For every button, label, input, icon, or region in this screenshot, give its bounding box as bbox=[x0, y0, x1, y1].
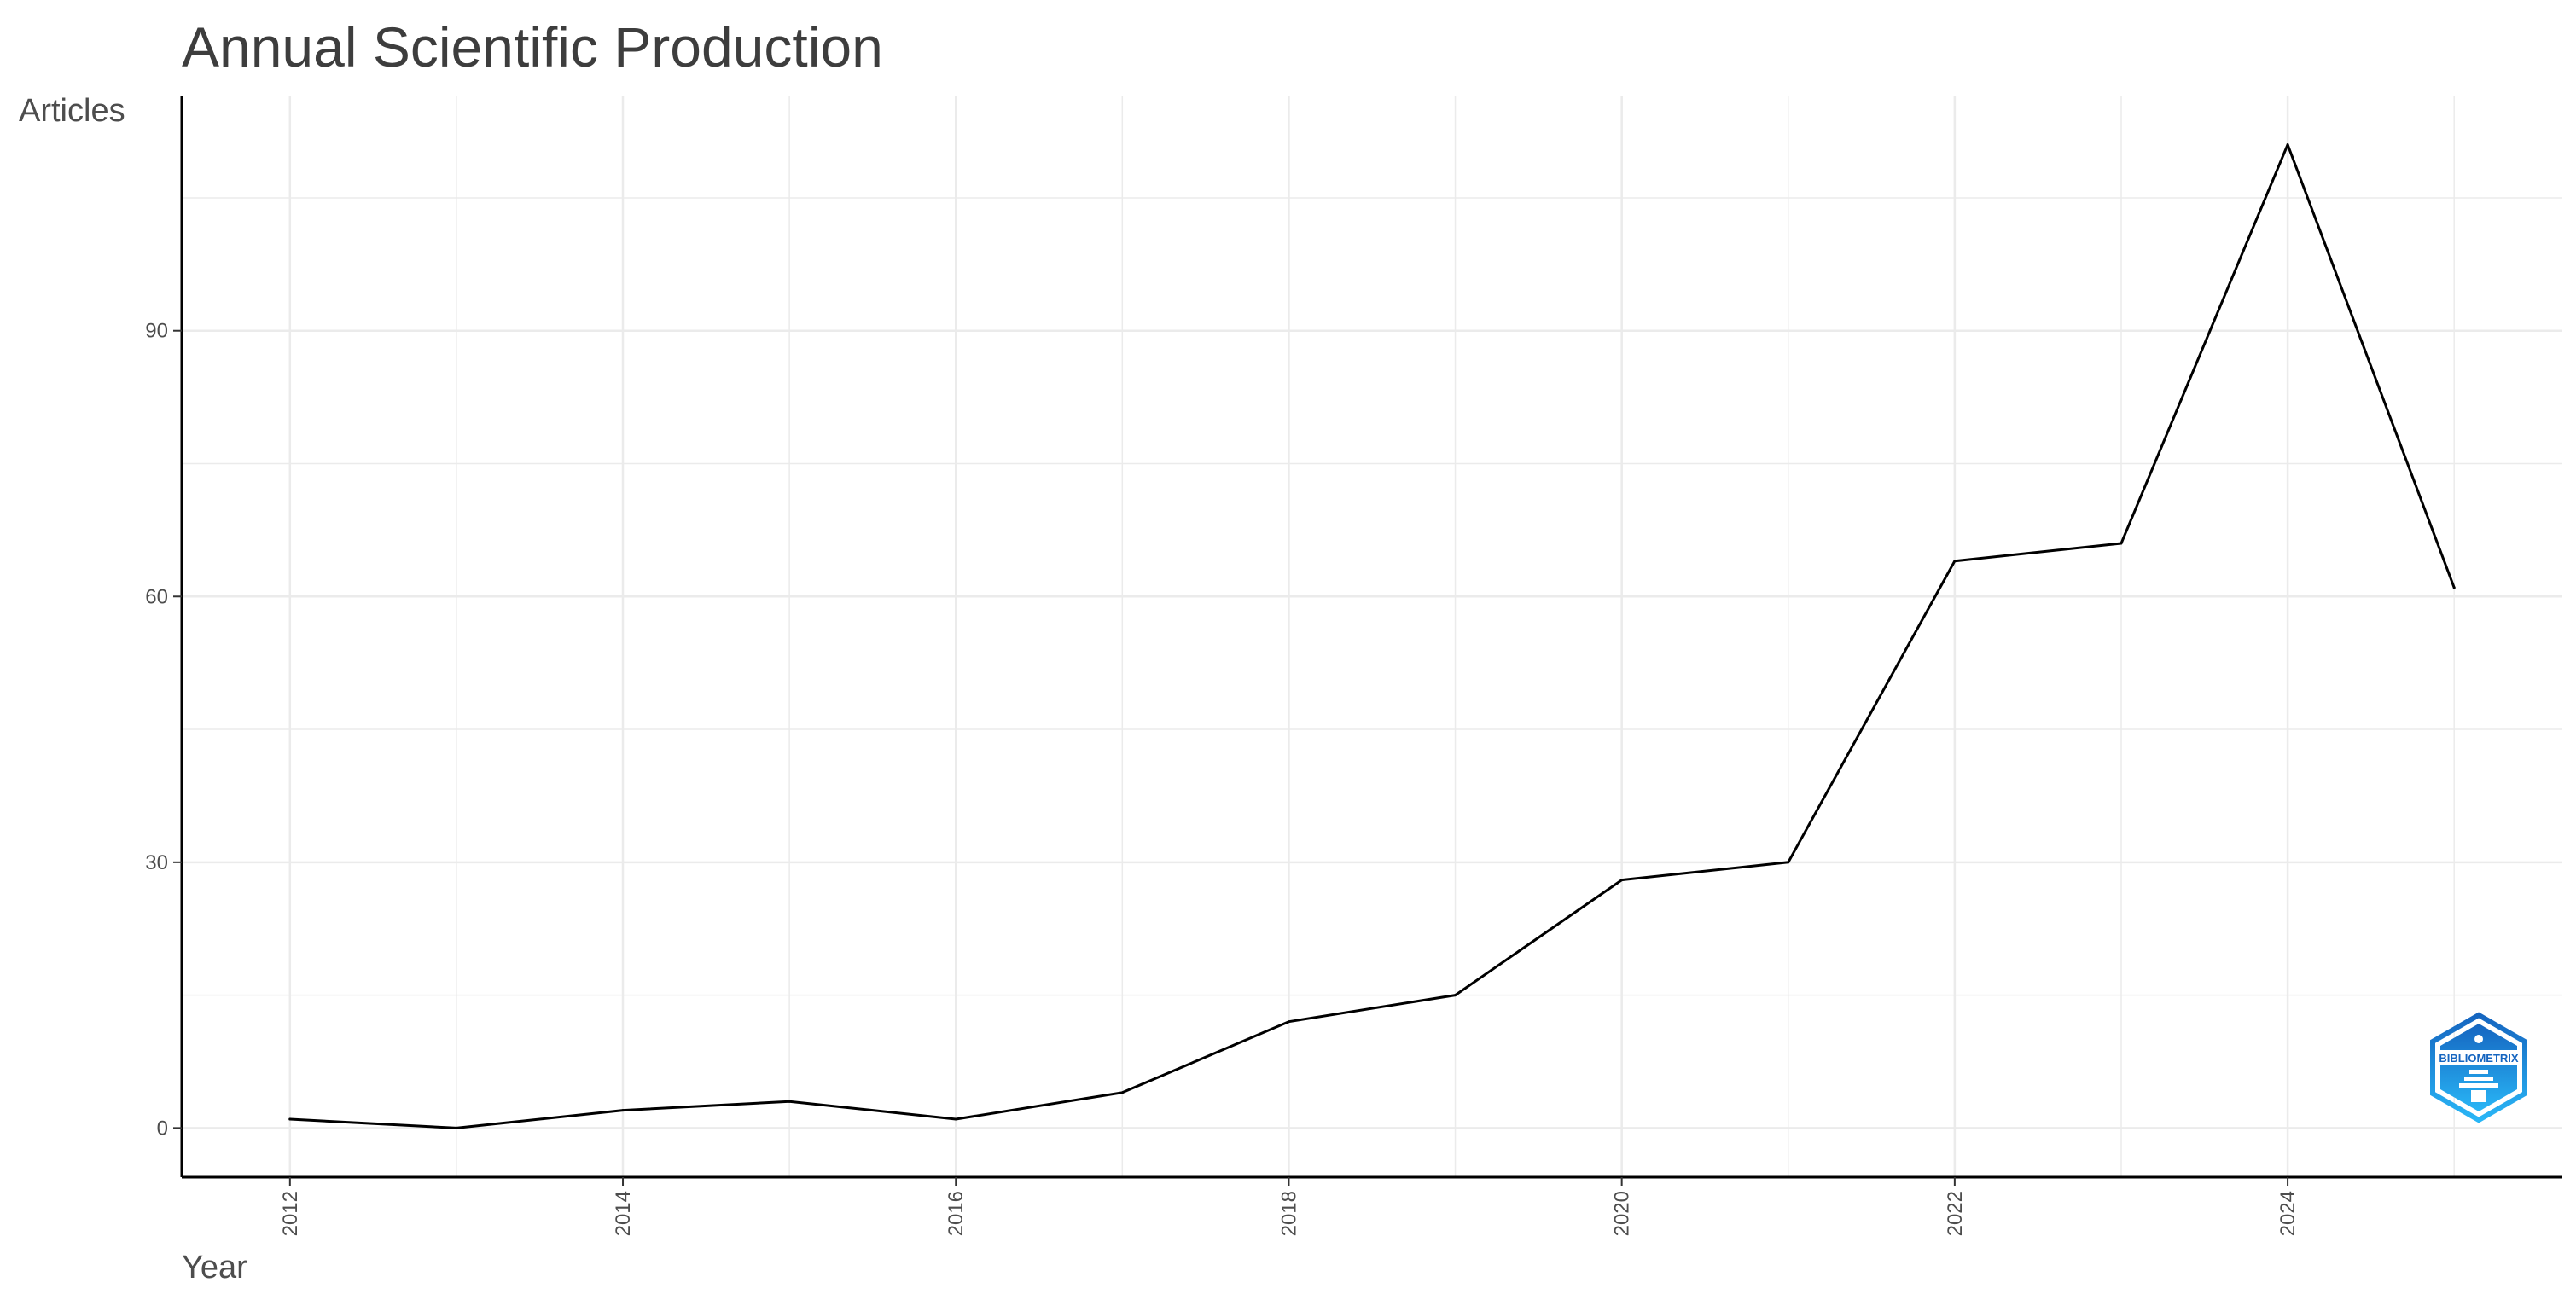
y-axis-ticks: 0 30 60 90 bbox=[145, 320, 182, 1140]
x-tick-label: 2022 bbox=[1944, 1191, 1967, 1236]
minor-gridlines bbox=[182, 96, 2562, 1177]
logo-hexagon-outer bbox=[2430, 1012, 2527, 1123]
series-line-0 bbox=[288, 143, 2456, 1129]
data-point bbox=[2120, 542, 2123, 545]
x-tick-label: 2016 bbox=[945, 1191, 968, 1236]
data-point bbox=[954, 1117, 957, 1121]
y-axis-title: Articles bbox=[19, 93, 125, 129]
logo-banner-text: BIBLIOMETRIX bbox=[2439, 1052, 2518, 1065]
x-tick-label: 2014 bbox=[612, 1191, 635, 1236]
data-point bbox=[1620, 879, 1624, 882]
major-gridlines bbox=[182, 96, 2562, 1177]
data-point bbox=[2286, 143, 2289, 147]
logo-banner bbox=[2437, 1050, 2521, 1065]
logo-building-icon bbox=[2459, 1035, 2498, 1102]
data-point bbox=[288, 1117, 292, 1121]
x-tick-label: 2018 bbox=[1277, 1191, 1300, 1236]
logo-hexagon-inner bbox=[2440, 1024, 2517, 1111]
data-point bbox=[788, 1100, 791, 1103]
y-tick-label: 90 bbox=[145, 320, 168, 343]
chart-title: Annual Scientific Production bbox=[182, 15, 883, 78]
y-tick-label: 60 bbox=[145, 585, 168, 608]
x-axis-title: Year bbox=[182, 1250, 247, 1285]
data-point bbox=[621, 1109, 625, 1112]
x-tick-label: 2012 bbox=[279, 1191, 302, 1236]
data-point bbox=[1454, 994, 1457, 997]
x-tick-label: 2020 bbox=[1611, 1191, 1634, 1236]
x-axis-ticks: 2012 2014 2016 2018 2020 2022 2024 bbox=[279, 1177, 2300, 1236]
y-tick-label: 0 bbox=[157, 1117, 168, 1140]
bibliometrix-logo: BIBLIOMETRIX bbox=[2430, 1012, 2527, 1123]
data-point bbox=[1120, 1091, 1124, 1094]
data-point bbox=[1787, 861, 1790, 864]
data-point bbox=[455, 1126, 458, 1129]
data-point bbox=[2452, 586, 2456, 589]
y-tick-label: 30 bbox=[145, 851, 168, 874]
x-tick-label: 2024 bbox=[2277, 1191, 2300, 1236]
data-point bbox=[1287, 1020, 1290, 1024]
data-point bbox=[1953, 560, 1957, 563]
series-layer bbox=[288, 143, 2456, 1129]
